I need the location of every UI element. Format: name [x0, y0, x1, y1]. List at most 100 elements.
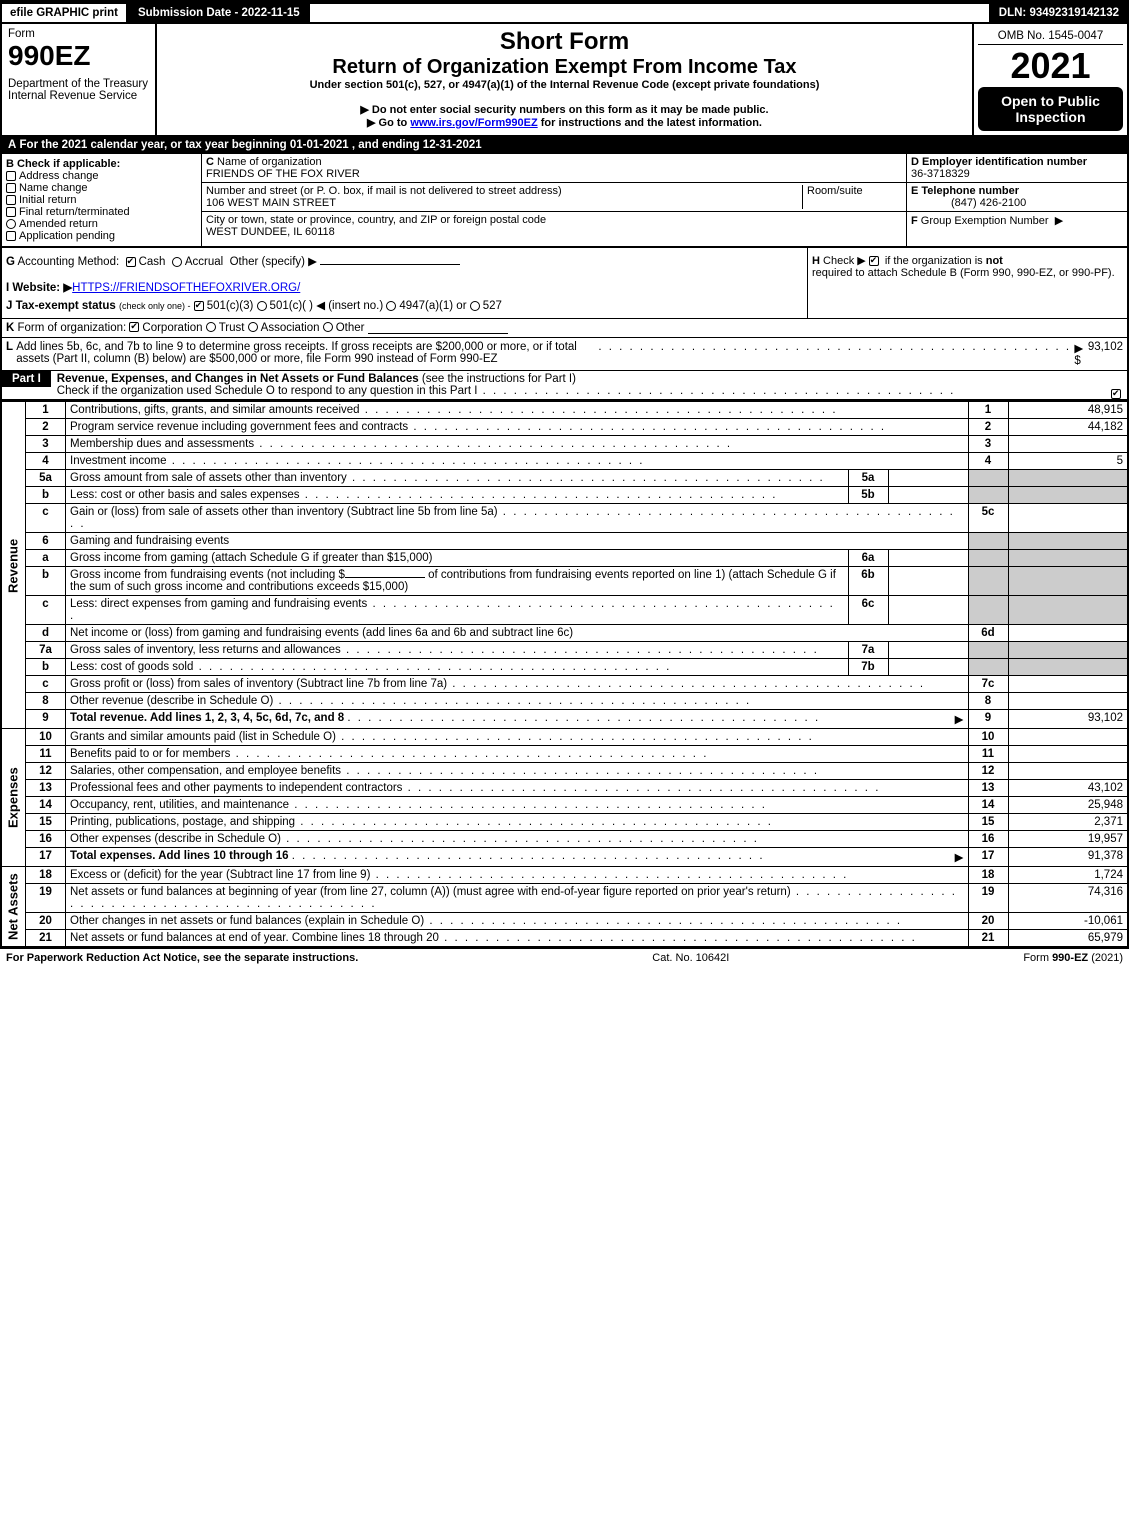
- l11-r: 11: [968, 746, 1008, 763]
- l3-r: 3: [968, 436, 1008, 453]
- l5b-num: b: [26, 487, 66, 504]
- grey: [968, 470, 1008, 487]
- 501c3-checkbox[interactable]: [194, 301, 204, 311]
- l10-r: 10: [968, 729, 1008, 746]
- line-k: K Form of organization: Corporation Trus…: [0, 319, 1129, 338]
- amended-return-radio[interactable]: [6, 219, 16, 229]
- goto-post: for instructions and the latest informat…: [538, 117, 762, 129]
- l14-r: 14: [968, 797, 1008, 814]
- l15-amt: 2,371: [1008, 814, 1128, 831]
- g-label: Accounting Method:: [18, 256, 120, 268]
- spacer: [310, 2, 989, 24]
- initial-return-checkbox[interactable]: [6, 195, 16, 205]
- b-opt-4: Amended return: [19, 218, 98, 230]
- j-o1: 501(c)(3): [207, 300, 254, 312]
- b-opt-5: Application pending: [19, 230, 115, 242]
- l6c-s: 6c: [848, 596, 888, 625]
- l15-r: 15: [968, 814, 1008, 831]
- l7c-amt: [1008, 676, 1128, 693]
- l17-arrow: ▶: [955, 850, 964, 864]
- l6b-s: 6b: [848, 567, 888, 596]
- inspection-box: Open to Public Inspection: [978, 87, 1123, 131]
- l4-r: 4: [968, 453, 1008, 470]
- grey: [1008, 533, 1128, 550]
- website-link[interactable]: HTTPS://FRIENDSOFTHEFOXRIVER.ORG/: [72, 282, 300, 294]
- grey: [968, 487, 1008, 504]
- l8-num: 8: [26, 693, 66, 710]
- l18-text: Excess or (deficit) for the year (Subtra…: [70, 869, 370, 881]
- line-a-text: For the 2021 calendar year, or tax year …: [20, 139, 482, 151]
- l9-text: Total revenue. Add lines 1, 2, 3, 4, 5c,…: [70, 712, 344, 724]
- h-t2: if the organization is: [885, 255, 986, 267]
- letter-b: B: [6, 158, 14, 170]
- efile-link[interactable]: efile GRAPHIC print: [0, 2, 128, 24]
- cash-checkbox[interactable]: [126, 257, 136, 267]
- grey: [1008, 550, 1128, 567]
- l17-amt: 91,378: [1008, 848, 1128, 867]
- irs-link[interactable]: www.irs.gov/Form990EZ: [410, 117, 537, 129]
- page-footer: For Paperwork Reduction Act Notice, see …: [0, 947, 1129, 967]
- l5b-s: 5b: [848, 487, 888, 504]
- l14-amt: 25,948: [1008, 797, 1128, 814]
- corp-checkbox[interactable]: [129, 322, 139, 332]
- l12-amt: [1008, 763, 1128, 780]
- dots: [598, 341, 1071, 367]
- l14-text: Occupancy, rent, utilities, and maintena…: [70, 799, 289, 811]
- l5b-text: Less: cost or other basis and sales expe…: [70, 489, 300, 501]
- col-c: C Name of organizationFRIENDS OF THE FOX…: [202, 154, 907, 246]
- b-opt-2: Initial return: [19, 194, 76, 206]
- 4947-radio[interactable]: [386, 301, 396, 311]
- gh-row: G Accounting Method: Cash Accrual Other …: [0, 248, 1129, 319]
- l17-r: 17: [968, 848, 1008, 867]
- sched-o-checkbox[interactable]: [1111, 389, 1121, 399]
- l4-amt: 5: [1008, 453, 1128, 470]
- l3-num: 3: [26, 436, 66, 453]
- l5a-text: Gross amount from sale of assets other t…: [70, 472, 347, 484]
- l7a-subamt: [888, 642, 968, 659]
- l6b-input[interactable]: [345, 577, 425, 578]
- l1-r: 1: [968, 402, 1008, 419]
- dept-label: Department of the Treasury Internal Reve…: [8, 78, 149, 102]
- l1-num: 1: [26, 402, 66, 419]
- accrual-radio[interactable]: [172, 257, 182, 267]
- grey: [1008, 642, 1128, 659]
- other-specify-input[interactable]: [320, 264, 460, 265]
- l6a-subamt: [888, 550, 968, 567]
- final-return-checkbox[interactable]: [6, 207, 16, 217]
- part1-header: Part I Revenue, Expenses, and Changes in…: [0, 371, 1129, 401]
- other-org-input[interactable]: [368, 322, 508, 334]
- part1-tag: Part I: [2, 371, 51, 387]
- trust-radio[interactable]: [206, 322, 216, 332]
- submission-date: Submission Date - 2022-11-15: [128, 2, 310, 24]
- l4-text: Investment income: [70, 455, 167, 467]
- assoc-radio[interactable]: [248, 322, 258, 332]
- other-radio[interactable]: [323, 322, 333, 332]
- l8-r: 8: [968, 693, 1008, 710]
- l-amount: 93,102: [1088, 341, 1123, 367]
- letter-d: D: [911, 156, 919, 168]
- l5c-text: Gain or (loss) from sale of assets other…: [70, 506, 498, 518]
- main-title: Return of Organization Exempt From Incom…: [163, 56, 966, 79]
- grey: [1008, 470, 1128, 487]
- application-pending-checkbox[interactable]: [6, 231, 16, 241]
- dots: [477, 385, 955, 397]
- l6d-text: Net income or (loss) from gaming and fun…: [70, 627, 573, 639]
- b-opt-3: Final return/terminated: [19, 206, 130, 218]
- 527-radio[interactable]: [470, 301, 480, 311]
- footer-left: For Paperwork Reduction Act Notice, see …: [6, 952, 358, 964]
- h-checkbox[interactable]: [869, 256, 879, 266]
- letter-h: H: [812, 255, 820, 267]
- org-name: FRIENDS OF THE FOX RIVER: [206, 168, 360, 180]
- grey: [1008, 596, 1128, 625]
- l20-amt: -10,061: [1008, 913, 1128, 930]
- l13-amt: 43,102: [1008, 780, 1128, 797]
- l5a-subamt: [888, 470, 968, 487]
- l6-num: 6: [26, 533, 66, 550]
- address-change-checkbox[interactable]: [6, 171, 16, 181]
- 501c-radio[interactable]: [257, 301, 267, 311]
- l5b-subamt: [888, 487, 968, 504]
- name-change-checkbox[interactable]: [6, 183, 16, 193]
- l7b-s: 7b: [848, 659, 888, 676]
- l6c-text: Less: direct expenses from gaming and fu…: [70, 598, 367, 610]
- l20-text: Other changes in net assets or fund bala…: [70, 915, 424, 927]
